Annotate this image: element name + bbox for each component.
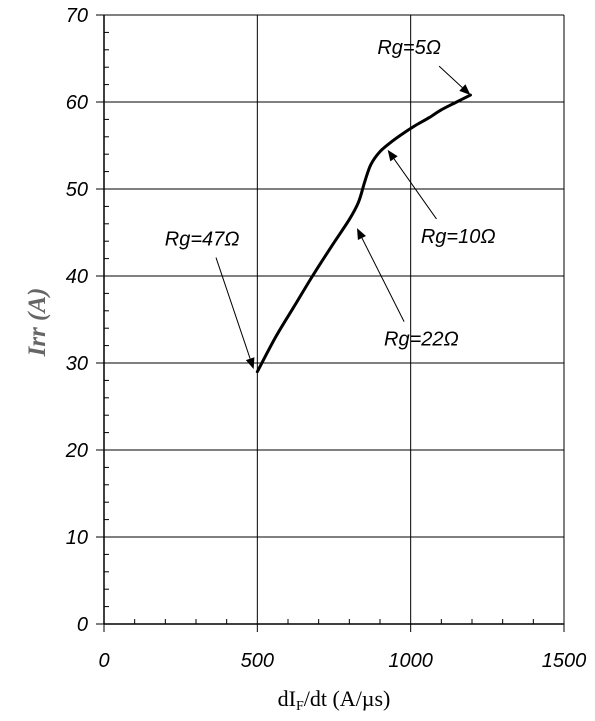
x-axis-label-sub: F [296,699,304,714]
series-line [255,93,472,374]
y-tick-label: 50 [66,179,88,201]
annotation-label: Rg=22Ω [384,329,459,351]
annotation-arrow-line [438,65,463,88]
annotation-arrow-line [361,237,405,322]
annotation-arrowhead [245,357,255,370]
y-tick-label: 0 [77,614,88,636]
y-tick-label: 10 [66,527,88,549]
x-axis-label-rest: /dt (A/µs) [304,686,391,711]
y-axis-label: Irr (A) [24,288,51,358]
x-axis-label: dIF/dt (A/µs) [278,686,391,714]
y-tick-label: 60 [66,92,88,114]
series [255,93,472,374]
annotation-arrow-line [393,158,437,220]
annotation-label: Rg=10Ω [421,226,496,248]
annotation-arrowhead [459,84,471,96]
minor-ticks [104,31,534,624]
annotation-arrowhead [357,228,366,240]
annotation-label: Rg=5Ω [377,37,441,59]
x-tick-label: 0 [98,650,109,672]
x-tick-label: 1500 [542,650,587,672]
axes: 0 10 20 30 40 50 60 70 0 500 1000 1500 [65,5,587,672]
y-tick-label: 20 [65,440,88,462]
x-tick-label: 1000 [388,650,433,672]
x-axis-label-base: dI [278,686,296,711]
annotation-arrowhead [387,149,398,162]
annotation-arrow-line [215,257,251,359]
annotation-label: Rg=47Ω [165,229,240,251]
y-tick-label: 70 [66,5,88,27]
grid [104,14,565,624]
annotations: Rg=5Ω Rg=10Ω Rg=22Ω Rg=47Ω [165,37,496,370]
x-tick-label: 500 [241,650,274,672]
y-tick-label: 40 [66,266,88,288]
y-tick-label: 30 [66,353,88,375]
